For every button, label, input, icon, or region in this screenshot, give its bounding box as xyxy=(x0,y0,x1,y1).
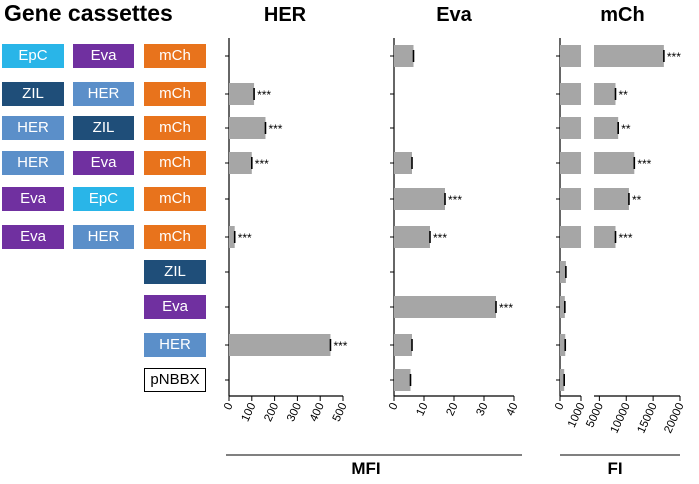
cassette-zil-row2: ZIL xyxy=(2,82,64,106)
significance-eva-row6: *** xyxy=(433,231,447,245)
cassette-mch-row1: mCh xyxy=(144,44,206,68)
tick-label-her-200: 200 xyxy=(262,401,281,423)
cassette-her-row9: HER xyxy=(144,333,206,357)
cassette-mch-row4: mCh xyxy=(144,151,206,175)
significance-mch-row1: *** xyxy=(667,50,681,64)
cassette-mch-row3: mCh xyxy=(144,116,206,140)
significance-mch-row4: *** xyxy=(637,157,651,171)
bar-mch-row3 xyxy=(560,117,581,139)
cassette-pnbbx-row10: pNBBX xyxy=(144,368,206,392)
bar-mch-row4-seg2 xyxy=(594,152,635,174)
tick-label-mch-10000: 10000 xyxy=(609,401,633,435)
significance-eva-row5: *** xyxy=(448,193,462,207)
tick-label-mch-0: 0 xyxy=(553,401,567,412)
bar-mch-row9 xyxy=(560,334,566,356)
cassette-mch-row2: mCh xyxy=(144,82,206,106)
significance-eva-row8: *** xyxy=(499,301,513,315)
fi-axis-label: FI xyxy=(607,459,623,478)
tick-label-eva-30: 30 xyxy=(474,401,490,418)
bar-eva-row9 xyxy=(394,334,412,356)
cassette-eva-row1: Eva xyxy=(73,44,134,68)
tick-label-mch-15000: 15000 xyxy=(635,401,659,435)
cassette-zil-row3: ZIL xyxy=(73,116,134,140)
bar-her-row2 xyxy=(229,83,255,105)
panel-title-her: HER xyxy=(263,4,307,26)
significance-her-row2: *** xyxy=(257,88,271,102)
bar-her-row6 xyxy=(229,226,235,248)
tick-label-her-300: 300 xyxy=(285,401,304,423)
bar-mch-row8 xyxy=(560,296,565,318)
tick-label-her-100: 100 xyxy=(240,401,259,423)
bar-her-row4 xyxy=(229,152,252,174)
tick-label-her-0: 0 xyxy=(222,401,236,412)
tick-label-mch-5000: 5000 xyxy=(584,401,606,429)
bar-mch-row5-seg2 xyxy=(594,188,629,210)
bar-eva-row1 xyxy=(394,45,414,67)
bar-mch-row3-seg2 xyxy=(594,117,619,139)
bar-mch-row7 xyxy=(560,261,566,283)
cassette-epc-row5: EpC xyxy=(73,187,134,211)
cassette-her-row3: HER xyxy=(2,116,64,140)
bar-eva-row8 xyxy=(394,296,496,318)
bar-eva-row10 xyxy=(394,369,411,391)
cassette-her-row6: HER xyxy=(73,225,134,249)
significance-her-row9: *** xyxy=(333,339,347,353)
bar-eva-row6 xyxy=(394,226,430,248)
cassette-eva-row4: Eva xyxy=(73,151,134,175)
significance-her-row3: *** xyxy=(268,122,282,136)
tick-label-eva-10: 10 xyxy=(414,401,430,418)
cassette-epc-row1: EpC xyxy=(2,44,64,68)
tick-label-her-400: 400 xyxy=(308,401,327,423)
bar-eva-row4 xyxy=(394,152,412,174)
cassette-mch-row5: mCh xyxy=(144,187,206,211)
cassette-her-row2: HER xyxy=(73,82,134,106)
bar-mch-row10 xyxy=(560,369,565,391)
bar-mch-row6 xyxy=(560,226,581,248)
cassette-her-row4: HER xyxy=(2,151,64,175)
significance-mch-row3: ** xyxy=(621,122,631,136)
tick-label-mch-20000: 20000 xyxy=(662,401,686,435)
bar-mch-row1 xyxy=(560,45,581,67)
cassette-eva-row8: Eva xyxy=(144,295,206,319)
tick-label-her-500: 500 xyxy=(331,401,350,423)
bar-mch-row5 xyxy=(560,188,581,210)
bar-eva-row5 xyxy=(394,188,445,210)
panel-title-mch: mCh xyxy=(600,4,645,26)
bar-mch-row2 xyxy=(560,83,581,105)
cassette-eva-row6: Eva xyxy=(2,225,64,249)
tick-label-eva-20: 20 xyxy=(444,401,460,418)
mfi-axis-label: MFI xyxy=(351,459,381,478)
cassette-eva-row5: Eva xyxy=(2,187,64,211)
bar-her-row3 xyxy=(229,117,266,139)
significance-mch-row5: ** xyxy=(632,193,642,207)
panel-title-eva: Eva xyxy=(436,4,472,26)
bar-mch-row2-seg2 xyxy=(594,83,616,105)
bar-her-row9 xyxy=(229,334,331,356)
significance-mch-row2: ** xyxy=(619,88,629,102)
tick-label-eva-0: 0 xyxy=(387,401,401,412)
bar-mch-row4 xyxy=(560,152,581,174)
bar-mch-row6-seg2 xyxy=(594,226,616,248)
significance-mch-row6: *** xyxy=(619,231,633,245)
bar-mch-row1-seg2 xyxy=(594,45,664,67)
cassette-zil-row7: ZIL xyxy=(144,260,206,284)
significance-her-row4: *** xyxy=(255,157,269,171)
significance-her-row6: *** xyxy=(238,231,252,245)
gene-cassettes-heading: Gene cassettes xyxy=(4,0,173,26)
cassette-mch-row6: mCh xyxy=(144,225,206,249)
tick-label-eva-40: 40 xyxy=(504,401,520,418)
